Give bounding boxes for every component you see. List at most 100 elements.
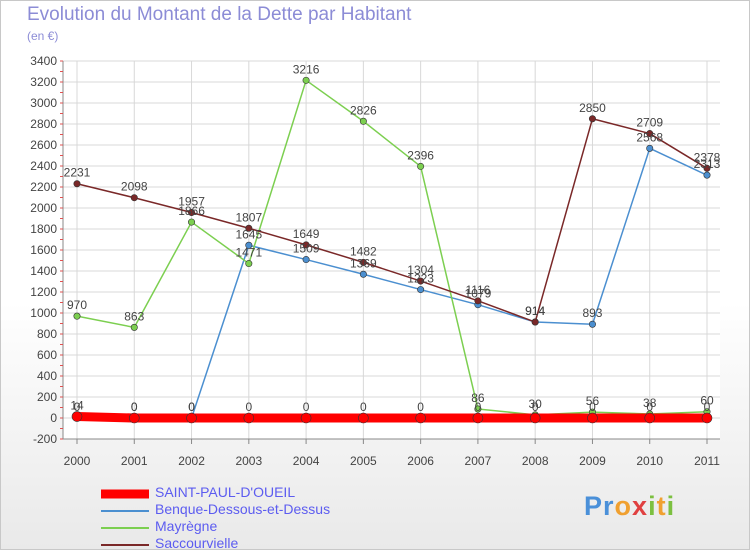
y-tick-label: 1600	[30, 243, 57, 257]
data-label-saccourvielle: 914	[525, 304, 545, 318]
x-tick-label: 2011	[694, 454, 720, 468]
data-point-mayr-gne	[474, 405, 482, 413]
data-label-benque-dessous-et-dessus: 2568	[636, 130, 663, 144]
x-tick-label: 2009	[579, 454, 606, 468]
logo-letter: i	[666, 491, 676, 521]
data-point-saint-paul-d-oueil	[186, 412, 197, 424]
series-line-saint-paul-d-oueil	[72, 412, 712, 423]
data-point-saccourvielle	[188, 209, 196, 217]
x-tick-label: 2001	[121, 454, 148, 468]
unit-label: (en €)	[27, 29, 59, 43]
data-point-saccourvielle	[130, 194, 138, 202]
y-tick-label: 2800	[30, 117, 57, 131]
series-line-mayr-gne	[76, 79, 708, 416]
chart-title: Evolution du Montant de la Dette par Hab…	[27, 4, 412, 25]
logo-letter: r	[603, 491, 615, 521]
x-tick-label: 2008	[522, 454, 549, 468]
data-label-saccourvielle: 1116	[465, 283, 490, 297]
y-tick-label: 2600	[30, 138, 57, 152]
y-tick-label: 1400	[30, 264, 57, 278]
y-tick-label: 3400	[30, 54, 57, 68]
data-label-mayr-gne: 2826	[350, 103, 377, 117]
data-point-benque-dessous-et-dessus	[646, 144, 654, 152]
data-point-saccourvielle	[531, 318, 539, 326]
data-point-mayr-gne	[188, 218, 196, 226]
data-point-saint-paul-d-oueil	[358, 412, 369, 424]
x-tick-label: 2000	[64, 454, 91, 468]
data-point-mayr-gne	[417, 162, 425, 170]
y-tick-label: 200	[37, 390, 57, 404]
y-tick-label: 3200	[30, 75, 57, 89]
data-point-saint-paul-d-oueil	[415, 412, 426, 424]
data-label-benque-dessous-et-dessus: 0	[131, 400, 138, 414]
y-tick-label: 2200	[30, 180, 57, 194]
series-line-saccourvielle	[76, 118, 708, 323]
y-tick-label: 2400	[30, 159, 57, 173]
data-label-mayr-gne: 86	[471, 391, 485, 405]
data-label-saccourvielle: 1807	[235, 210, 262, 224]
data-point-benque-dessous-et-dessus	[245, 241, 253, 249]
data-label-saccourvielle: 1649	[293, 227, 320, 241]
data-label-benque-dessous-et-dessus: 893	[582, 306, 602, 320]
data-label-saccourvielle: 1482	[350, 244, 377, 258]
y-tick-label: -200	[33, 432, 57, 446]
data-label-saint-paul-d-oueil: 0	[245, 400, 252, 414]
logo-letter: i	[648, 491, 657, 521]
data-point-saint-paul-d-oueil	[243, 412, 255, 424]
data-label-saint-paul-d-oueil: 0	[417, 400, 424, 414]
data-label-saccourvielle: 2709	[636, 116, 663, 130]
data-label-mayr-gne: 1471	[235, 246, 262, 260]
data-label-saint-paul-d-oueil: 0	[303, 400, 310, 414]
data-point-saccourvielle	[73, 180, 81, 188]
data-label-saint-paul-d-oueil: 0	[704, 400, 711, 414]
y-tick-label: 1200	[30, 285, 57, 299]
y-tick-label: 800	[37, 327, 57, 341]
data-point-mayr-gne	[359, 117, 367, 125]
data-point-saccourvielle	[359, 258, 367, 266]
y-tick-label: 600	[37, 348, 57, 362]
data-point-saccourvielle	[474, 297, 482, 305]
data-point-saint-paul-d-oueil	[701, 412, 713, 424]
legend-swatch-benque	[101, 510, 149, 512]
logo-letter: o	[614, 491, 633, 521]
x-tick-label: 2005	[350, 454, 377, 468]
proxiti-logo: Proxiti	[584, 491, 675, 522]
data-point-saint-paul-d-oueil	[71, 411, 83, 422]
data-label-benque-dessous-et-dessus: 914	[525, 304, 545, 318]
data-label-mayr-gne: 56	[586, 394, 600, 408]
data-label-benque-dessous-et-dessus: 0	[188, 400, 195, 414]
legend-label-saccourvielle: Saccourvielle	[155, 535, 239, 550]
data-label-saint-paul-d-oueil: 0	[475, 400, 482, 414]
data-label-saint-paul-d-oueil: 0	[188, 400, 195, 414]
data-label-benque-dessous-et-dessus: 1369	[350, 256, 377, 270]
data-label-saccourvielle: 2231	[64, 166, 91, 180]
legend-label-saint-paul: SAINT-PAUL-D'OUEIL	[155, 484, 296, 500]
data-label-benque-dessous-et-dessus: 1509	[293, 242, 320, 256]
x-tick-label: 2002	[178, 454, 205, 468]
data-label-saccourvielle: 2098	[121, 180, 148, 194]
x-tick-label: 2010	[636, 454, 663, 468]
logo-letter: x	[632, 491, 649, 521]
data-label-mayr-gne: 2396	[407, 148, 434, 162]
data-label-saint-paul-d-oueil: 0	[646, 400, 653, 414]
data-point-benque-dessous-et-dessus	[417, 286, 425, 294]
data-label-saint-paul-d-oueil: 14	[70, 399, 84, 413]
data-point-saint-paul-d-oueil	[644, 412, 656, 424]
data-label-benque-dessous-et-dessus: 1223	[407, 272, 434, 286]
legend-label-benque: Benque-Dessous-et-Dessus	[155, 501, 331, 517]
data-point-saint-paul-d-oueil	[300, 412, 312, 424]
logo-letter: t	[656, 491, 667, 521]
data-label-benque-dessous-et-dessus: 1645	[235, 227, 262, 241]
data-label-mayr-gne: 38	[643, 396, 657, 410]
data-point-saint-paul-d-oueil	[128, 412, 140, 424]
legend-swatch-saccourvielle	[101, 544, 149, 546]
data-point-saccourvielle	[245, 224, 253, 232]
x-tick-label: 2004	[293, 454, 320, 468]
data-point-benque-dessous-et-dessus	[588, 320, 596, 328]
data-label-saint-paul-d-oueil: 0	[131, 400, 138, 414]
y-tick-label: 2000	[30, 201, 57, 215]
data-label-mayr-gne: 970	[67, 298, 87, 312]
legend-swatch-mayregne	[101, 527, 149, 529]
legend-label-mayregne: Mayrègne	[155, 518, 218, 534]
